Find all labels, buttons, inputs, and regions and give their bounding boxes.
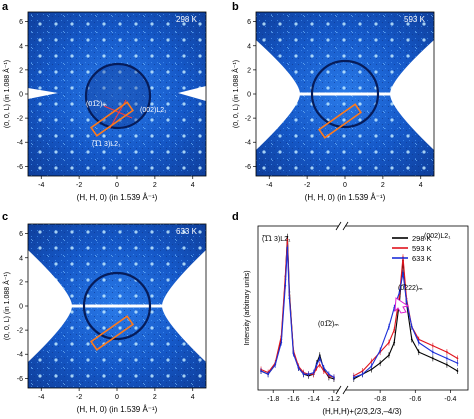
- ytick-label-a-6: -6: [17, 164, 23, 171]
- annot-a-0: (01̅2)ₘ: [86, 100, 107, 108]
- xtick-label-a-0: -4: [38, 182, 44, 189]
- xlabel-a: (H, H, 0) (in 1.539 Å⁻¹): [77, 193, 158, 202]
- chart-d-xlabel: (H,H,H)+(2/3,2/3,–4/3): [322, 407, 402, 416]
- chart-d-annot-1: (01̅2)ₘ: [318, 320, 339, 328]
- ytick-label-c-1: 4: [19, 255, 23, 262]
- ytick-label-a-3: 0: [19, 92, 23, 99]
- legend-label-633: 633 K: [412, 254, 432, 263]
- ytick-label-b-2: 2: [247, 67, 251, 74]
- chart-d-xtick-label-6: -0.4: [444, 396, 456, 403]
- panel-a-letter: a: [2, 1, 9, 13]
- panel-b-letter: b: [232, 1, 239, 13]
- chart-d-xtick-label-4: -0.8: [374, 396, 386, 403]
- xtick-label-c-4: 4: [191, 394, 195, 401]
- panel-b: b 593 K -4 -2 0 2 4 6 4 2 0 -2 -4 -6 (H, H, 0) (in …: [231, 1, 435, 202]
- ytick-label-a-2: 2: [19, 67, 23, 74]
- xtick-label-b-4: 4: [419, 182, 423, 189]
- ytick-label-c-4: -2: [17, 328, 23, 335]
- series-line-left-0: [260, 236, 335, 380]
- chart-d-ticks: -1.8 -1.6 -1.4 -1.2 -0.8 -0.6 -0.4: [267, 390, 457, 403]
- ytick-label-c-3: 0: [19, 304, 23, 311]
- series-line-left-2: [260, 247, 335, 378]
- legend-label-298: 298 K: [412, 234, 432, 243]
- ylabel-c: (0, 0, L) (in 1.088 Å⁻¹): [2, 272, 11, 340]
- panel-d-letter: d: [232, 211, 239, 223]
- xtick-label-a-2: 0: [115, 182, 119, 189]
- xtick-label-b-2: 0: [343, 182, 347, 189]
- xtick-label-c-3: 2: [153, 394, 157, 401]
- magenta-arrow-icon: [394, 297, 410, 314]
- series-line-right-0: [353, 260, 458, 380]
- xtick-label-c-1: -2: [76, 394, 82, 401]
- chart-d-frame: [257, 225, 469, 391]
- xlabel-c: (H, H, 0) (in 1.539 Å⁻¹): [77, 405, 158, 414]
- roi-box: [89, 101, 135, 137]
- ytick-label-b-3: 0: [247, 92, 251, 99]
- ytick-label-b-5: -4: [245, 140, 251, 147]
- chart-d-annot-0: (̅1̅1 3)L2₁: [261, 235, 291, 243]
- ylabel-b: (0, 0, L) (in 1.088 Å⁻¹): [231, 60, 240, 128]
- xtick-label-a-3: 2: [153, 182, 157, 189]
- xtick-label-c-2: 0: [115, 394, 119, 401]
- ylabel-a: (0, 0, L) (in 1.088 Å⁻¹): [2, 60, 11, 128]
- temp-label-c: 633 K: [176, 227, 198, 236]
- chart-d-annot-3: (002)L2₁: [424, 233, 451, 240]
- ewald-circle: [84, 62, 152, 130]
- xtick-label-a-4: 4: [191, 182, 195, 189]
- xtick-label-b-1: -2: [304, 182, 310, 189]
- ytick-label-a-5: -4: [17, 140, 23, 147]
- chart-d-ylabel: Intensity (arbitrary units): [244, 270, 251, 345]
- annot-a-1: (002)L2₁: [140, 107, 167, 114]
- xtick-label-a-1: -2: [76, 182, 82, 189]
- axis-b: -4 -2 0 2 4 6 4 2 0 -2 -4 -6: [245, 19, 423, 189]
- ytick-label-b-1: 4: [247, 43, 251, 50]
- chart-d-legend: 298 K 593 K 633 K: [392, 234, 432, 263]
- chart-d-series: [260, 233, 459, 382]
- panel-d: d -1.8 -1.6 -1.4 -1.2 -0.8 -0.6 -0.4 298 K 593…: [232, 211, 469, 416]
- temp-label-a: 298 K: [176, 15, 198, 24]
- white-gap-left: [28, 88, 58, 99]
- ytick-label-a-1: 4: [19, 43, 23, 50]
- ytick-label-c-2: 2: [19, 279, 23, 286]
- series-line-left-1: [260, 239, 335, 378]
- annot-a-2: (̅1̅1 3)L2₁: [91, 140, 121, 148]
- chart-d-xtick-label-0: -1.8: [267, 396, 279, 403]
- xlabel-b: (H, H, 0) (in 1.539 Å⁻¹): [305, 193, 386, 202]
- ytick-label-b-0: 6: [247, 19, 251, 26]
- temp-label-b: 593 K: [404, 15, 426, 24]
- chart-d-annot-2: (0̅222)ₘ: [398, 284, 423, 292]
- xtick-label-b-0: -4: [266, 182, 272, 189]
- panel-c-letter: c: [2, 211, 8, 223]
- panel-c: c 633 K -4 -2 0 2 4 6 4 2 0 -2 -4 -6 (H, H, 0) (in …: [2, 211, 207, 414]
- white-gap-right: [178, 86, 206, 101]
- series-line-right-2: [353, 272, 458, 378]
- chart-d-break: [335, 221, 349, 395]
- xtick-label-c-0: -4: [38, 394, 44, 401]
- chart-d-xtick-label-2: -1.4: [308, 396, 320, 403]
- ytick-label-a-4: -2: [17, 116, 23, 123]
- chart-d-xtick-label-5: -0.6: [409, 396, 421, 403]
- series-line-right-1: [353, 257, 458, 377]
- ytick-label-c-0: 6: [19, 231, 23, 238]
- axis-c: -4 -2 0 2 4 6 4 2 0 -2 -4 -6: [17, 231, 195, 401]
- axis-a: -4 -2 0 2 4 6 4 2 0 -2 -4 -6: [17, 19, 195, 189]
- ytick-label-a-0: 6: [19, 19, 23, 26]
- legend-label-593: 593 K: [412, 244, 432, 253]
- chart-d-xtick-label-1: -1.6: [287, 396, 299, 403]
- ytick-label-b-6: -6: [245, 164, 251, 171]
- xtick-label-b-3: 2: [381, 182, 385, 189]
- chart-d-xtick-label-3: -1.2: [328, 396, 340, 403]
- panel-a: a 298 K (01̅2)ₘ (002)L2₁ (̅1̅1 3)L2₁ -4-…: [2, 1, 207, 202]
- ytick-label-c-5: -4: [17, 352, 23, 359]
- ytick-label-c-6: -6: [17, 376, 23, 383]
- ytick-label-b-4: -2: [245, 116, 251, 123]
